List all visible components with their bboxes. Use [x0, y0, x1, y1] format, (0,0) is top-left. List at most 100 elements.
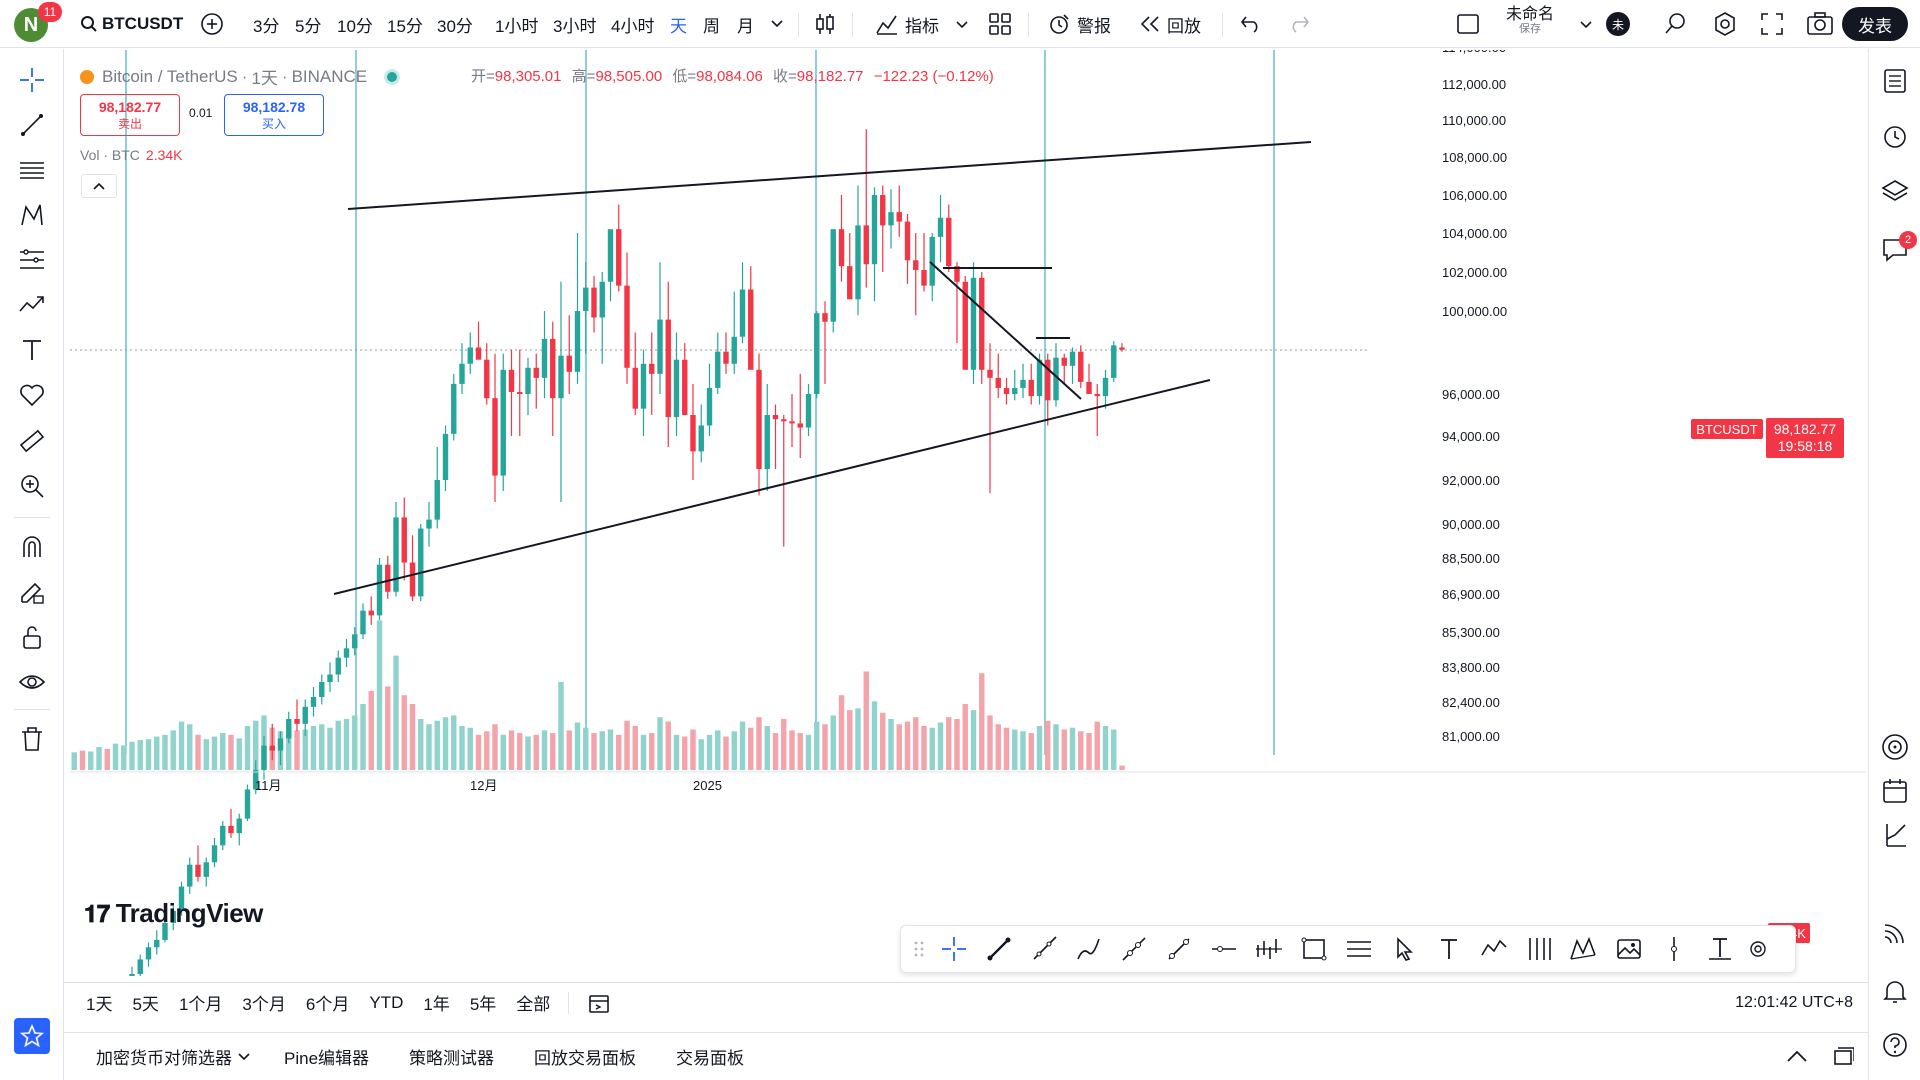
pattern-tool[interactable]	[14, 197, 50, 233]
time-axis[interactable]: 11月 12月 2025	[70, 771, 1866, 793]
interval-1d[interactable]: 天	[670, 16, 687, 36]
interval-3m[interactable]: 3分	[253, 16, 280, 36]
help-button[interactable]	[1877, 1027, 1913, 1063]
draw-pattern-tool[interactable]	[1561, 929, 1606, 969]
calendar-button[interactable]	[1877, 773, 1913, 809]
interval-5m[interactable]: 5分	[295, 16, 322, 36]
tab-replay-trading[interactable]: 回放交易面板	[534, 1049, 637, 1068]
last-price-tag[interactable]: 98,182.77 19:58:18	[1766, 418, 1844, 458]
volume-legend[interactable]: Vol · BTC 2.34K	[80, 147, 183, 163]
range-all[interactable]: 全部	[516, 995, 551, 1014]
maximize-panel-button[interactable]	[1832, 1045, 1855, 1072]
interval-4h[interactable]: 4小时	[611, 16, 655, 36]
object-tree-button[interactable]	[1877, 173, 1913, 209]
fib-tool[interactable]	[14, 242, 50, 278]
magnet-tool[interactable]	[14, 529, 50, 565]
interval-15m[interactable]: 15分	[387, 16, 423, 36]
draw-ray-tool[interactable]	[1021, 929, 1066, 969]
compare-add-button[interactable]	[200, 12, 224, 41]
chart-type-button[interactable]	[812, 11, 838, 42]
horizontal-lines-tool[interactable]	[14, 152, 50, 188]
interval-dropdown[interactable]	[764, 7, 790, 41]
collapse-legend-button[interactable]	[81, 174, 117, 198]
drag-handle[interactable]	[907, 929, 931, 969]
layout-dropdown[interactable]	[1580, 16, 1592, 34]
interval-1M[interactable]: 月	[737, 16, 754, 36]
goto-date-button[interactable]	[577, 987, 621, 1019]
price-axis[interactable]: 114,000.00 112,000.00 110,000.00 108,000.00…	[1442, 50, 1507, 744]
fullscreen-button[interactable]	[1760, 12, 1784, 41]
draw-cursor-tool[interactable]	[1381, 929, 1426, 969]
screener-dropdown[interactable]	[238, 1048, 250, 1066]
expand-panel-button[interactable]	[1786, 1049, 1808, 1068]
draw-info-line-tool[interactable]	[1156, 929, 1201, 969]
favorite-star-button[interactable]	[14, 1018, 50, 1054]
interval-10m[interactable]: 10分	[337, 16, 373, 36]
indicators-button[interactable]: 指标	[868, 7, 946, 41]
tradingview-watermark[interactable]: 𝟏𝟕 TradingView	[84, 898, 263, 929]
layouts-button[interactable]	[988, 12, 1012, 41]
series-legend[interactable]: Bitcoin / TetherUS · 1天 · BINANCE	[80, 64, 398, 89]
target-button[interactable]	[1877, 729, 1913, 765]
range-1y[interactable]: 1年	[423, 995, 450, 1014]
range-1m[interactable]: 1个月	[178, 995, 223, 1014]
range-5d[interactable]: 5天	[132, 995, 159, 1014]
draw-text-tool[interactable]	[1426, 929, 1471, 969]
streams-button[interactable]	[1877, 915, 1913, 951]
redo-button[interactable]	[1288, 13, 1310, 38]
projection-tool[interactable]	[14, 287, 50, 323]
alerts-panel-button[interactable]	[1877, 118, 1913, 154]
interval-3h[interactable]: 3小时	[553, 16, 597, 36]
range-ytd[interactable]: YTD	[369, 992, 404, 1012]
watchlist-button[interactable]	[1877, 63, 1913, 99]
draw-trendline-tool[interactable]	[976, 929, 1021, 969]
fullscreen-square-button[interactable]	[1456, 12, 1480, 41]
zoom-tool[interactable]	[14, 468, 50, 504]
draw-anchored-text-tool[interactable]	[1696, 929, 1741, 969]
draw-parallel-channel-tool[interactable]	[1336, 929, 1381, 969]
interval-1h[interactable]: 1小时	[495, 16, 539, 36]
trendline-tool[interactable]	[14, 107, 50, 143]
interval-30m[interactable]: 30分	[437, 16, 473, 36]
draw-brush-tool[interactable]	[1066, 929, 1111, 969]
interval-1w[interactable]: 周	[703, 16, 720, 36]
drawing-mode-tool[interactable]	[14, 574, 50, 610]
favorites-tool[interactable]	[14, 377, 50, 413]
measure-tool[interactable]	[14, 423, 50, 459]
text-tool[interactable]	[14, 332, 50, 368]
draw-image-tool[interactable]	[1606, 929, 1651, 969]
draw-bars-pattern-tool[interactable]	[1246, 929, 1291, 969]
remove-drawings-tool[interactable]	[14, 721, 50, 757]
tab-pine-editor[interactable]: Pine编辑器	[284, 1049, 370, 1068]
snapshot-button[interactable]	[1806, 11, 1834, 42]
tab-trading-panel[interactable]: 交易面板	[676, 1049, 745, 1068]
draw-path-tool[interactable]	[1471, 929, 1516, 969]
buy-button[interactable]: 98,182.78 买入	[224, 94, 324, 136]
publish-button[interactable]: 发表	[1842, 7, 1908, 41]
ideas-button[interactable]	[1877, 817, 1913, 853]
tab-crypto-screener[interactable]: 加密货币对筛选器	[96, 1049, 232, 1068]
replay-button[interactable]: 回放	[1132, 7, 1208, 41]
layout-name-button[interactable]: 未命名 保存	[1506, 7, 1554, 36]
draw-rectangle-tool[interactable]	[1291, 929, 1336, 969]
timezone-clock[interactable]: 12:01:42 UTC+8	[1735, 993, 1853, 1011]
draw-fib-tool[interactable]	[1516, 929, 1561, 969]
symbol-search[interactable]: BTCUSDT	[80, 7, 183, 41]
undo-button[interactable]	[1240, 13, 1262, 38]
hide-drawings-tool[interactable]	[14, 664, 50, 700]
draw-crosshair-tool[interactable]	[931, 929, 976, 969]
tab-strategy-tester[interactable]: 策略测试器	[409, 1049, 495, 1068]
draw-horizontal-ray-tool[interactable]	[1201, 929, 1246, 969]
crosshair-tool[interactable]	[14, 62, 50, 98]
draw-extended-line-tool[interactable]	[1111, 929, 1156, 969]
sell-button[interactable]: 98,182.77 卖出	[80, 94, 180, 136]
lock-drawings-tool[interactable]	[14, 619, 50, 655]
settings-button[interactable]	[1712, 11, 1738, 42]
draw-vertical-line-tool[interactable]	[1651, 929, 1696, 969]
notifications-button[interactable]	[1877, 973, 1913, 1009]
alert-button[interactable]: 警报	[1040, 7, 1118, 41]
quick-search-button[interactable]	[1664, 11, 1688, 40]
range-5y[interactable]: 5年	[469, 995, 497, 1014]
user-badge[interactable]: 未	[1606, 12, 1630, 36]
range-6m[interactable]: 6个月	[305, 995, 350, 1014]
